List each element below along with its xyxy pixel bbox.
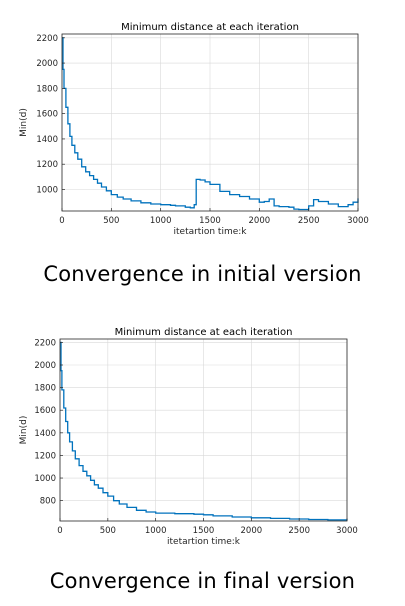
y-tick-label: 1200 <box>36 160 58 170</box>
chart-title: Minimum distance at each iteration <box>121 22 299 33</box>
series-line <box>60 341 348 521</box>
x-tick-label: 3000 <box>347 216 369 226</box>
y-axis-label: Min(d) <box>19 108 29 137</box>
x-tick-label: 3000 <box>336 526 358 536</box>
y-tick-label: 2200 <box>34 338 56 348</box>
chart-initial-version: 0 500 1000 1500 2000 2500 3000 1000 1200 1400 1600… <box>19 22 369 237</box>
y-tick-label: 2000 <box>34 361 56 371</box>
y-tick-label: 1400 <box>36 135 58 145</box>
y-tick-label: 2200 <box>36 34 58 44</box>
x-tick-label: 0 <box>57 526 62 536</box>
y-tick-label: 2000 <box>36 59 58 69</box>
x-tick-label: 0 <box>59 216 64 226</box>
y-axis-label: Min(d) <box>19 416 29 445</box>
x-axis-label: itetartion time:k <box>167 537 241 547</box>
caption-final-version: Convergence in final version <box>49 569 356 593</box>
y-tick-label: 1400 <box>34 429 56 439</box>
y-tick-label: 800 <box>40 497 56 507</box>
x-axis-label: itetartion time:k <box>174 227 248 237</box>
x-tick-label: 1500 <box>193 526 215 536</box>
x-tick-label: 500 <box>103 216 119 226</box>
series-line <box>62 37 359 211</box>
x-tick-label: 2500 <box>288 526 310 536</box>
x-tick-label: 1000 <box>145 526 167 536</box>
y-tick-label: 1200 <box>34 451 56 461</box>
caption-initial-version: Convergence in initial version <box>43 262 362 286</box>
y-tick-label: 1800 <box>34 384 56 394</box>
x-tick-label: 2000 <box>241 526 263 536</box>
y-tick-label: 1000 <box>36 186 58 196</box>
x-tick-label: 2500 <box>298 216 320 226</box>
y-tick-label: 1600 <box>36 110 58 120</box>
x-tick-label: 1000 <box>150 216 172 226</box>
chart-final-version: 0 500 1000 1500 2000 2500 3000 800 1000 1200 1400 1… <box>19 327 358 547</box>
chart-title: Minimum distance at each iteration <box>115 327 293 338</box>
x-tick-label: 1500 <box>199 216 221 226</box>
y-tick-label: 1600 <box>34 406 56 416</box>
x-tick-label: 500 <box>100 526 116 536</box>
x-tick-label: 2000 <box>249 216 271 226</box>
y-tick-label: 1000 <box>34 474 56 484</box>
y-tick-label: 1800 <box>36 84 58 94</box>
